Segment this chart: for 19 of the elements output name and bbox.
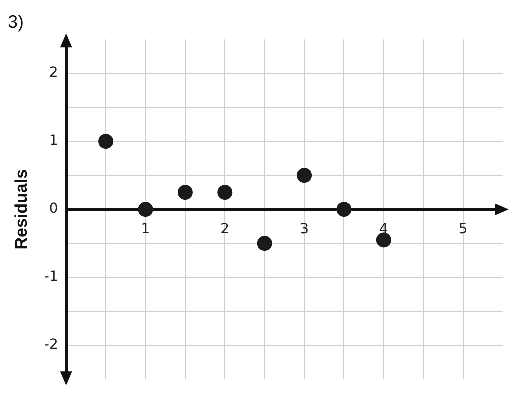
point: [297, 168, 312, 184]
point: [138, 202, 154, 218]
point: [218, 185, 233, 200]
point: [376, 232, 392, 248]
y-tick-label: 1: [49, 133, 58, 150]
y-tick-label: -1: [44, 269, 58, 286]
y-tick-label: -2: [44, 337, 58, 354]
x-tick-label: 3: [300, 222, 309, 238]
x-tick-label: 5: [458, 222, 468, 238]
x-tick-label: 1: [141, 222, 150, 238]
chart-title: 3): [8, 12, 24, 32]
y-axis-title: Residuals: [12, 169, 31, 250]
point: [257, 236, 272, 252]
point: [178, 185, 193, 200]
point: [336, 202, 352, 218]
y-tick-label: 0: [49, 201, 58, 218]
point: [98, 134, 114, 150]
y-tick-label: 2: [49, 65, 58, 82]
x-tick-label: 2: [220, 222, 230, 238]
